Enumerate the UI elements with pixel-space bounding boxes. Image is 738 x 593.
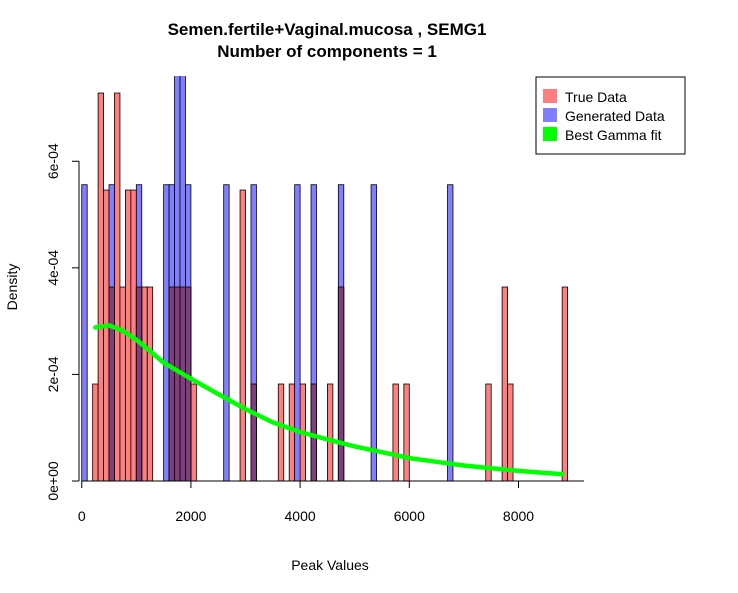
x-axis-label: Peak Values	[291, 557, 369, 573]
y-tick-label: 6e-04	[45, 143, 61, 179]
bar-true-data	[119, 286, 126, 482]
legend-swatch-true-data	[543, 89, 557, 103]
bar-true-data	[114, 92, 121, 482]
bar-overlap	[250, 383, 257, 482]
legend-swatch-best-gamma-fit	[543, 127, 557, 141]
bar-generated-data	[447, 184, 454, 482]
bar-overlap	[168, 286, 175, 482]
chart-title: Semen.fertile+Vaginal.mucosa , SEMG1	[168, 20, 487, 39]
y-tick-label: 0e+00	[45, 461, 61, 501]
axes-layer: 0 2000 4000 6000 8000 0e+00 2e-04 4e-04 6e-04	[45, 143, 584, 524]
legend-swatch-generated-data	[543, 108, 557, 122]
bar-generated-data	[223, 184, 230, 482]
bar-generated-data	[81, 184, 88, 482]
bar-true-data	[288, 383, 296, 482]
chart-subtitle: Number of components = 1	[217, 42, 437, 61]
bar-true-data	[141, 286, 148, 482]
bar-true-data	[501, 286, 508, 482]
bar-generated-data	[163, 184, 170, 482]
bar-true-data	[103, 189, 110, 482]
legend-label-true-data: True Data	[565, 89, 627, 105]
bar-true-data	[392, 383, 399, 482]
bar-overlap	[310, 383, 317, 482]
bar-true-data	[507, 383, 514, 482]
x-tick-label: 2000	[175, 508, 206, 524]
x-tick-label: 6000	[394, 508, 425, 524]
bar-overlap	[174, 286, 181, 482]
bar-generated-data	[294, 184, 301, 482]
legend-label-best-gamma-fit: Best Gamma fit	[565, 127, 662, 143]
y-tick-label: 2e-04	[45, 356, 61, 392]
legend: True Data Generated Data Best Gamma fit	[535, 76, 686, 155]
bar-overlap	[337, 286, 345, 482]
y-axis-label: Density	[4, 264, 20, 311]
bar-true-data	[97, 92, 104, 482]
bar-true-data	[239, 189, 246, 482]
gamma-fit-line	[93, 323, 565, 477]
bar-true-data	[92, 383, 99, 482]
fit-layer	[93, 323, 565, 477]
legend-box	[535, 76, 686, 155]
bar-true-data	[146, 286, 154, 482]
bar-overlap	[108, 286, 115, 482]
bar-true-data	[327, 383, 334, 482]
x-tick-label: 4000	[285, 508, 316, 524]
x-tick-label: 8000	[503, 508, 534, 524]
legend-label-generated-data: Generated Data	[565, 108, 665, 124]
bar-overlap	[179, 286, 186, 482]
bar-true-data	[403, 383, 410, 482]
bar-overlap	[185, 286, 192, 482]
bar-overlap	[135, 286, 143, 482]
bar-true-data	[190, 383, 197, 482]
bars-layer	[81, 76, 569, 482]
bar-true-data	[277, 383, 285, 482]
bar-true-data	[561, 286, 569, 482]
y-tick-label: 4e-04	[45, 250, 61, 286]
x-tick-label: 0	[78, 508, 86, 524]
bar-generated-data	[370, 184, 377, 482]
